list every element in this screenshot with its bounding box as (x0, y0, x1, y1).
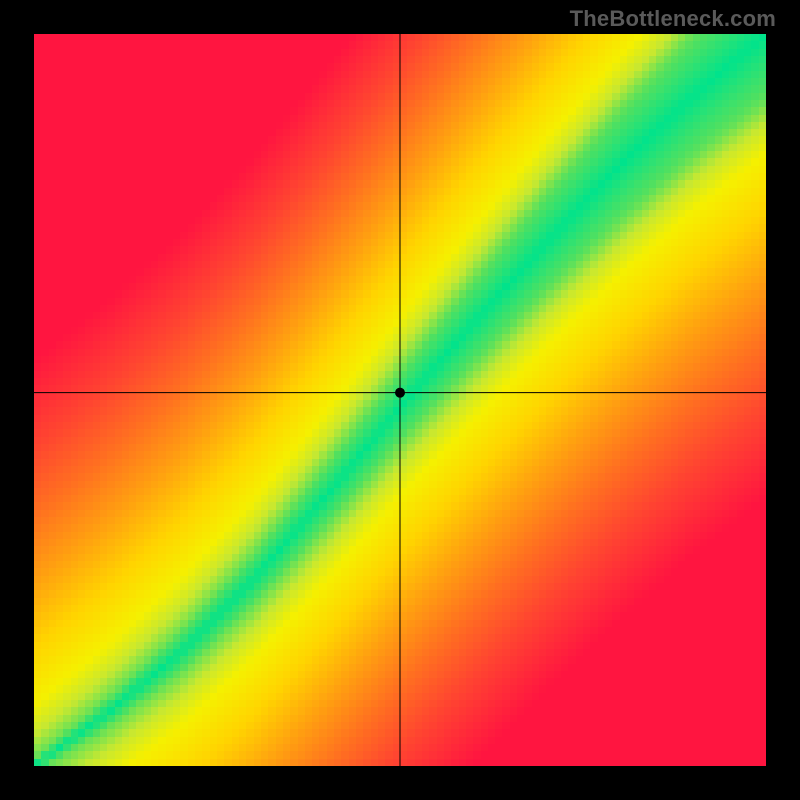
bottleneck-heatmap (34, 34, 766, 766)
watermark-text: TheBottleneck.com (570, 6, 776, 32)
chart-container: TheBottleneck.com (0, 0, 800, 800)
